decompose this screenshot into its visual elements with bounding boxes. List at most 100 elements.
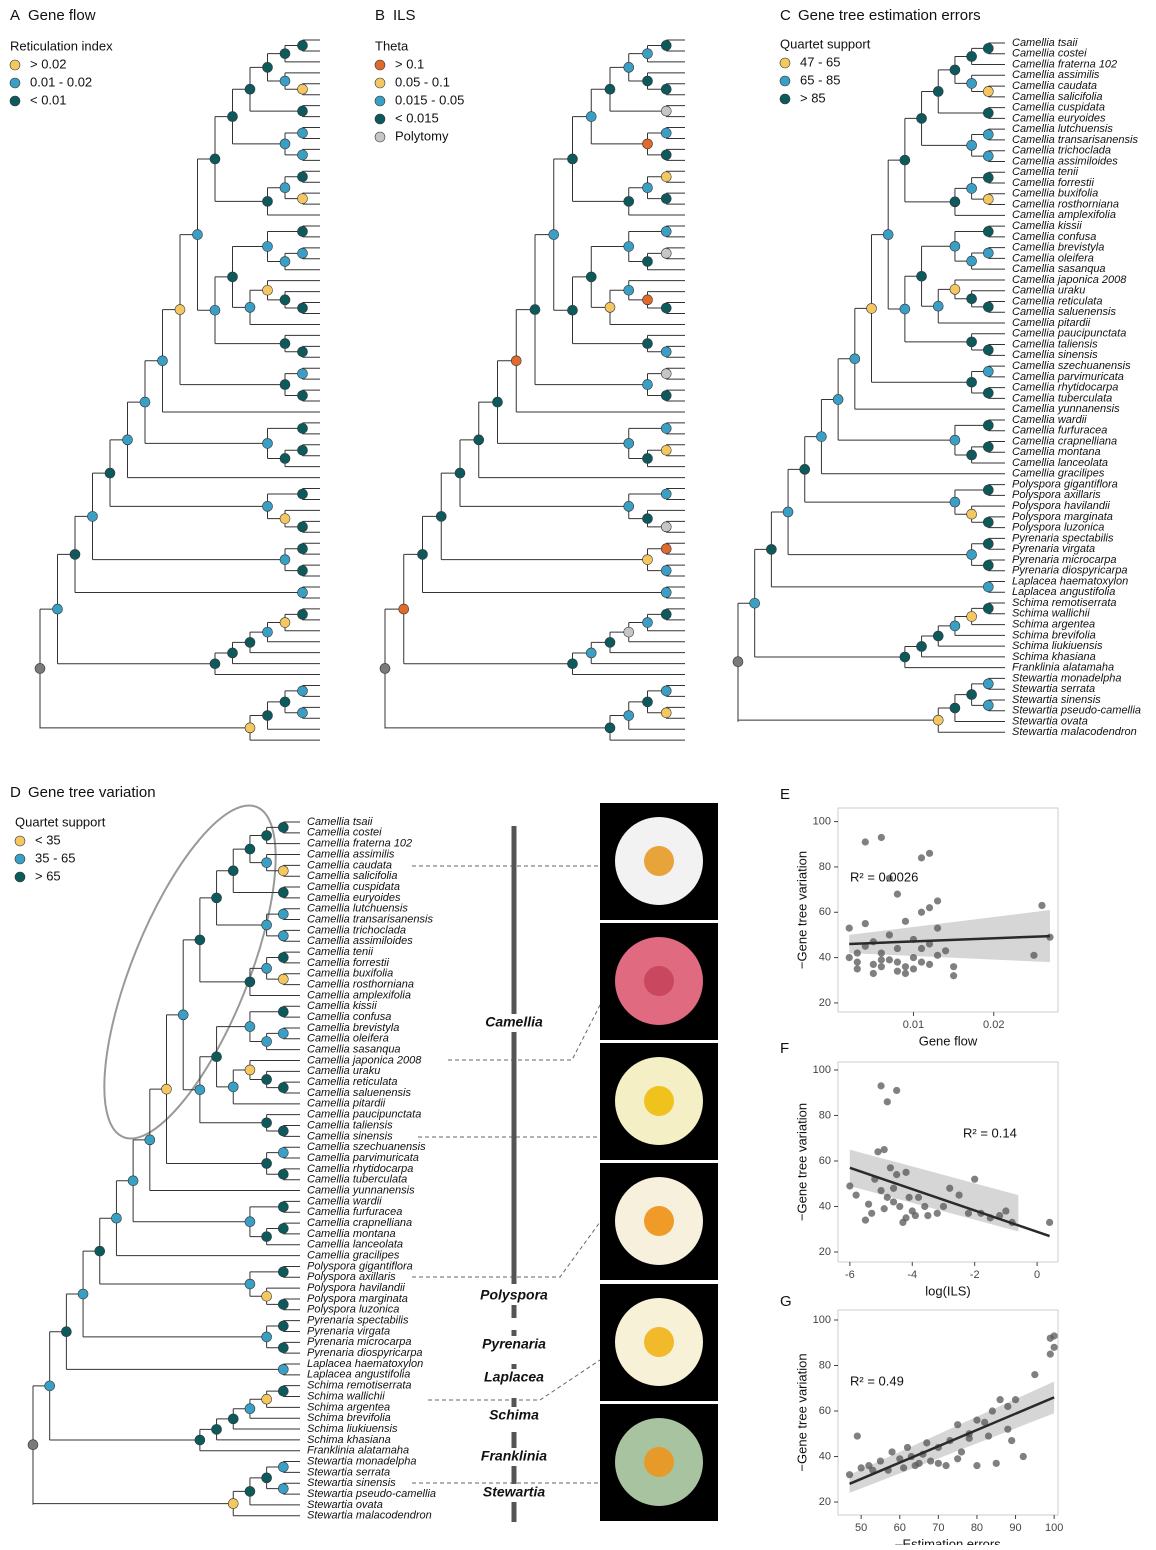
tree-node: [78, 1289, 88, 1299]
tree-node: [967, 140, 977, 150]
tree: [33, 822, 300, 1516]
tree-node: [298, 84, 308, 94]
legend-title: Theta: [375, 38, 409, 53]
panel-label: D: [10, 784, 21, 801]
tree-node: [262, 858, 272, 868]
tree-node: [900, 304, 910, 314]
point: [870, 970, 877, 977]
tree-node: [298, 128, 308, 138]
tree-node: [245, 1404, 255, 1414]
tree-node: [983, 151, 993, 161]
point: [950, 972, 957, 979]
tree-node: [195, 1085, 205, 1095]
tree-node: [278, 974, 288, 984]
tree-node: [278, 1148, 288, 1158]
tree-node: [661, 226, 671, 236]
x-tick-label: 50: [855, 1522, 867, 1534]
tree-node: [661, 686, 671, 696]
figure: AGene flowReticulation index> 0.020.01 -…: [0, 0, 1156, 1545]
point: [893, 1171, 900, 1178]
legend-swatch: [375, 60, 385, 70]
tree-node: [783, 507, 793, 517]
tree-node: [123, 435, 133, 445]
point: [902, 1169, 909, 1176]
tree-node: [298, 522, 308, 532]
tree-node: [661, 423, 671, 433]
legend-swatch: [10, 78, 20, 88]
point: [954, 1455, 961, 1462]
point: [902, 1214, 909, 1221]
point: [934, 897, 941, 904]
tree-node: [983, 560, 993, 570]
tree-node: [298, 544, 308, 554]
tree-node: [298, 489, 308, 499]
legend-title: Quartet support: [15, 814, 106, 829]
point: [924, 1212, 931, 1219]
tree-node: [917, 113, 927, 123]
tree-node: [661, 369, 671, 379]
panel-label: E: [780, 786, 790, 803]
annotation: R² = 0.49: [850, 1373, 904, 1388]
point: [973, 1462, 980, 1469]
tree-node: [280, 139, 290, 149]
tree-node: [474, 435, 484, 445]
tree-node: [263, 501, 273, 511]
tree-node: [278, 1007, 288, 1017]
point: [926, 961, 933, 968]
tree-node: [967, 612, 977, 622]
clade-label: Stewartia: [483, 1484, 545, 1500]
point: [877, 1082, 884, 1089]
point: [890, 1198, 897, 1205]
point: [890, 1185, 897, 1192]
point: [862, 838, 869, 845]
tree-node: [983, 108, 993, 118]
point: [993, 1460, 1000, 1467]
tree-node: [605, 84, 615, 94]
x-axis-label: –Estimation errors: [895, 1536, 1001, 1545]
connectors: [412, 866, 600, 1483]
tree-node: [399, 604, 409, 614]
tree-node: [967, 78, 977, 88]
tree-node: [643, 453, 653, 463]
point: [1046, 1219, 1053, 1226]
tree-node: [298, 106, 308, 116]
point: [854, 965, 861, 972]
tree-node: [45, 1381, 55, 1391]
legend-label: 35 - 65: [35, 850, 75, 865]
tree-node: [178, 1010, 188, 1020]
legend-swatch: [780, 94, 790, 104]
tree: [40, 40, 320, 740]
tree-node: [278, 1028, 288, 1038]
tree-node: [967, 550, 977, 560]
point: [902, 963, 909, 970]
tree-node: [278, 953, 288, 963]
point: [904, 1444, 911, 1451]
point: [1047, 1351, 1054, 1358]
tree-node: [262, 1158, 272, 1168]
point: [1038, 902, 1045, 909]
tree-node: [950, 703, 960, 713]
point: [862, 920, 869, 927]
tree-node: [950, 197, 960, 207]
flower-center: [644, 1086, 674, 1116]
tree-node: [262, 920, 272, 930]
tree-node: [933, 715, 943, 725]
tree-node: [105, 468, 115, 478]
tree-node: [643, 697, 653, 707]
tree-node: [983, 173, 993, 183]
tree-node: [128, 1176, 138, 1186]
tree-node: [436, 511, 446, 521]
tree-node: [661, 708, 671, 718]
tree-node: [298, 194, 308, 204]
tree-node: [624, 196, 634, 206]
y-tick-label: 100: [813, 1314, 831, 1326]
point: [878, 956, 885, 963]
tree-node: [140, 397, 150, 407]
y-axis-label: −Gene tree variation: [794, 1353, 809, 1471]
point: [886, 956, 893, 963]
tree-node: [88, 511, 98, 521]
point: [926, 904, 933, 911]
tree: [738, 43, 1005, 732]
tree-node: [263, 285, 273, 295]
tree-node: [624, 62, 634, 72]
